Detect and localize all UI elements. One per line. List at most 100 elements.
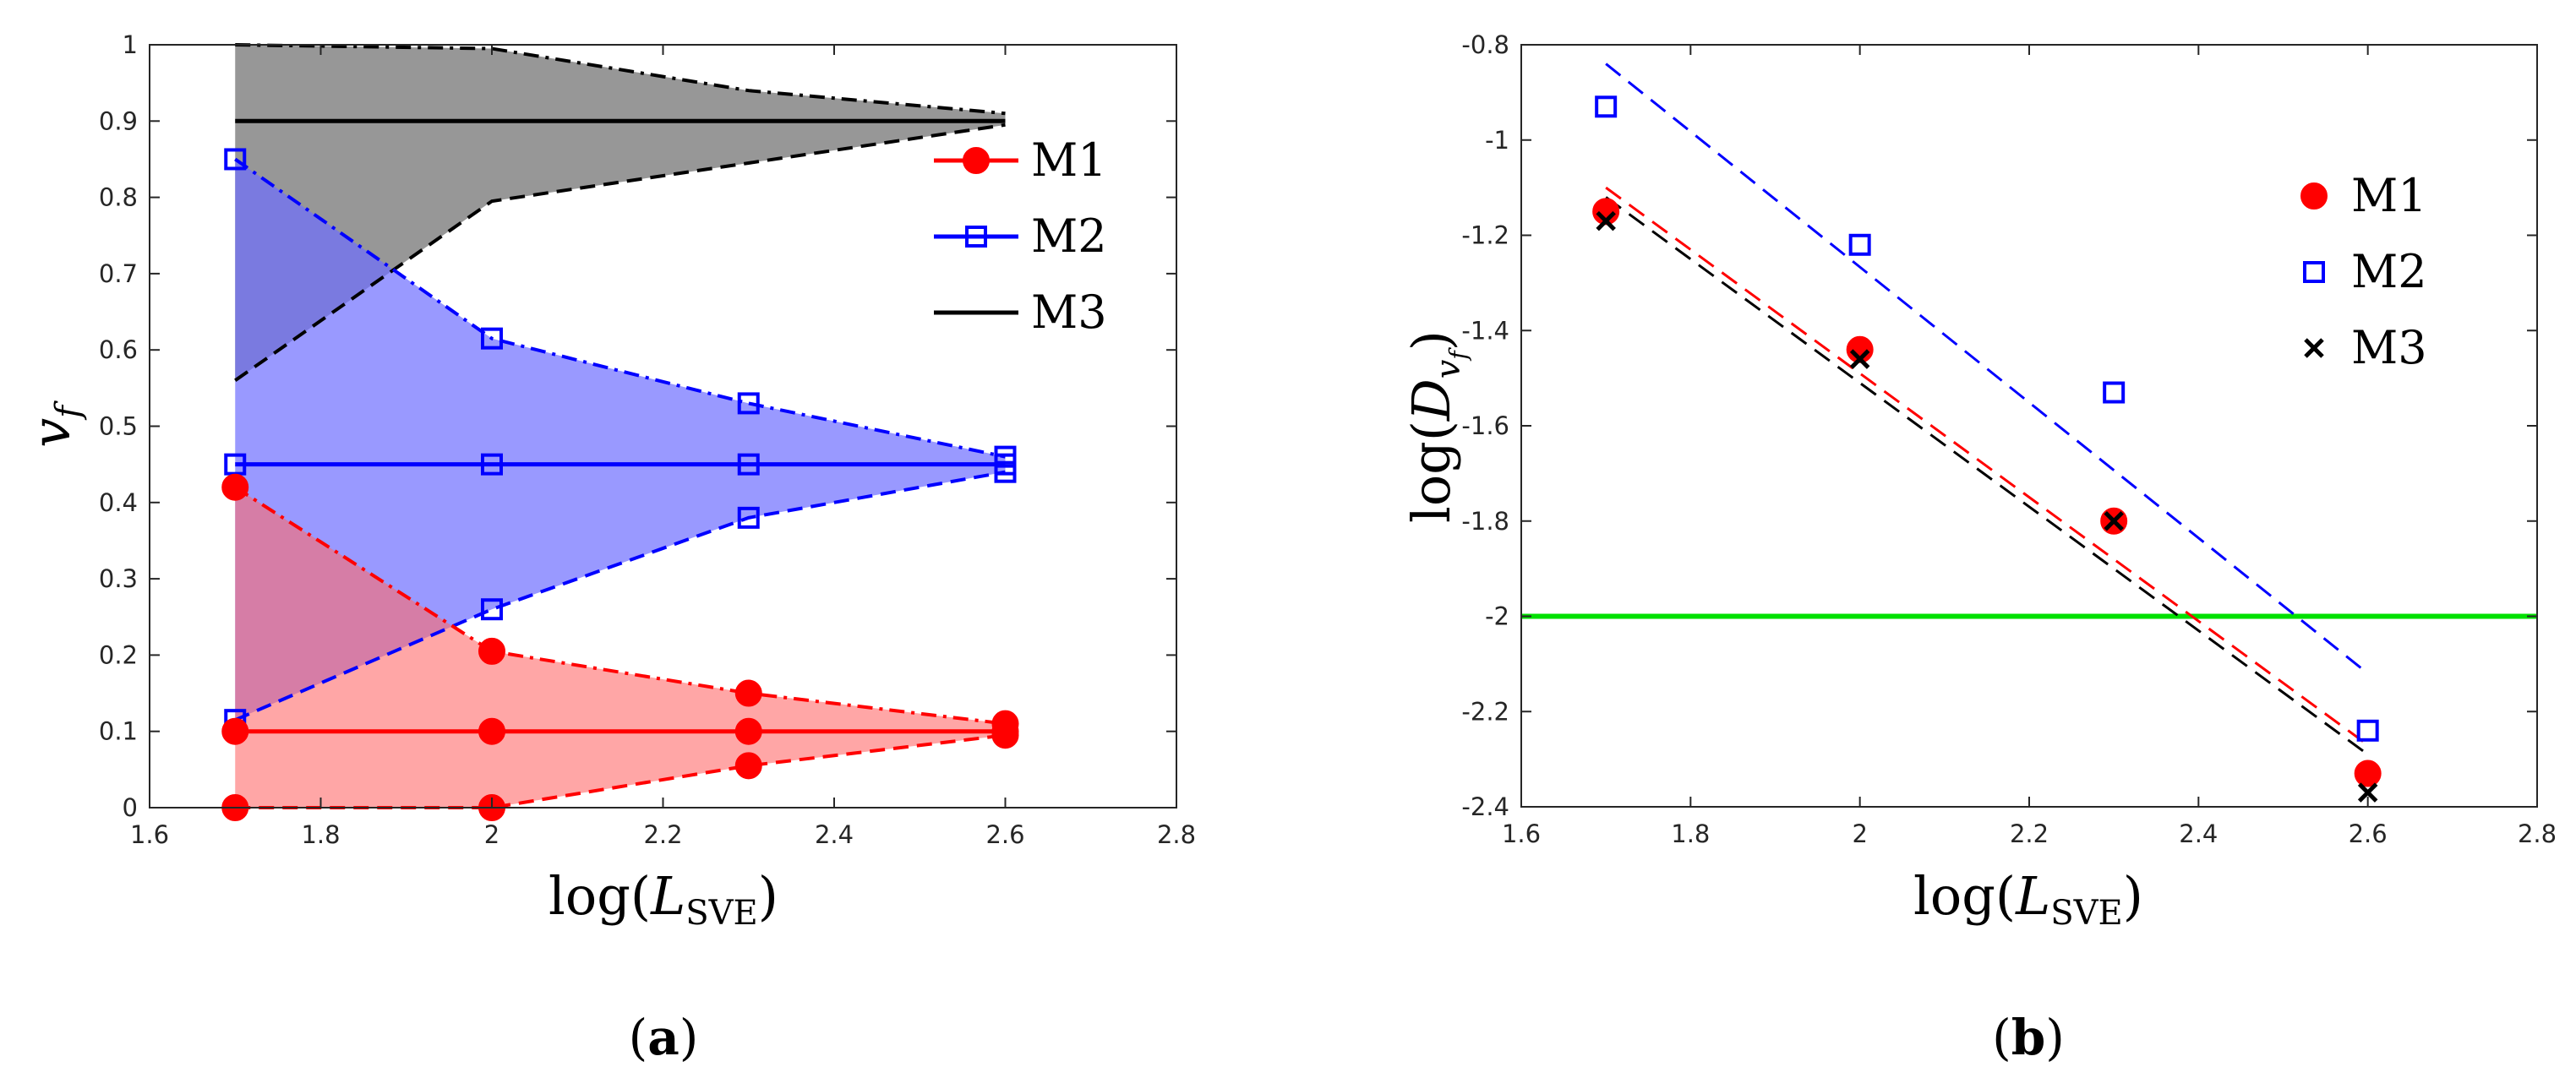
point-upper-m1 [478, 637, 505, 665]
panel-b-x-tick-label: 2.4 [2179, 819, 2218, 848]
legend-label-m1: M1 [1031, 133, 1107, 187]
panel-b-y-axis-label: log(Dvf) [1400, 330, 1472, 523]
panel-b-plot-area [1521, 45, 2537, 807]
point-m3 [2357, 782, 2378, 803]
point-m3 [1596, 210, 1616, 231]
legend-label-m1: M1 [2351, 169, 2427, 222]
panel-b-y-tick-label: -2 [1485, 602, 1509, 631]
panel-b-ticks: 1.6 1.8 2 2.2 2.4 2.6 2.8 -2.4 -2.2 -2 -1.8 -1.6 -1.… [1461, 30, 2557, 848]
point-mean-m1 [734, 717, 762, 745]
panel-b-y-tick-label: -1 [1485, 126, 1509, 155]
lower-line-m2 [234, 470, 1006, 721]
panel-a-ticks: 1.6 1.8 2 2.2 2.4 2.6 2.8 0 0.1 0.2 0.3 0.4 0.5 0.6 0.… [99, 30, 1196, 849]
legend-marker-m1 [2300, 182, 2328, 210]
panel-a-legend: M1 M2 M3 [934, 133, 1107, 339]
band-m1 [235, 487, 1006, 808]
point-upper-m2 [224, 148, 247, 171]
legend-label-m2: M2 [1031, 210, 1107, 263]
panel-b-caption: (b) [1992, 1009, 2065, 1066]
panel-a-y-tick-label: 0.6 [99, 335, 138, 364]
panel-a-y-tick-label: 0.8 [99, 183, 138, 212]
point-m3 [2104, 510, 2124, 531]
point-upper-m2 [994, 445, 1017, 468]
panel-a-lines [234, 43, 1006, 809]
panel-a-y-tick-label: 0 [123, 793, 138, 822]
panel-b-y-tick-label: -2.2 [1461, 697, 1509, 726]
point-mean-m1 [221, 717, 249, 745]
panel-a-x-tick-label: 2 [484, 820, 499, 849]
legend-label-m3: M3 [1031, 286, 1107, 339]
point-lower-m2 [481, 598, 503, 621]
point-m1 [2354, 760, 2382, 787]
panel-a-markers [221, 148, 1019, 821]
point-upper-m1 [734, 679, 762, 707]
legend-marker-m1 [963, 147, 990, 174]
panel-a-y-tick-label: 0.7 [99, 259, 138, 288]
panel-a-y-tick-label: 0.4 [99, 488, 138, 517]
panel-a-y-tick-label: 0.3 [99, 564, 138, 593]
legend-marker-m2 [965, 226, 987, 248]
fit-line-m2 [1605, 63, 2369, 675]
panel-b-x-tick-label: 2 [1852, 819, 1867, 848]
panel-a-x-tick-label: 2.2 [643, 820, 682, 849]
point-lower-m1 [734, 752, 762, 780]
fit-line-m1 [1605, 186, 2369, 746]
panel-a-y-tick-label: 0.5 [99, 412, 138, 441]
point-upper-m1 [221, 473, 249, 501]
point-m3-stroke-2 [2357, 782, 2378, 803]
panel-b-y-tick-label: -2.4 [1461, 792, 1509, 821]
panel-b-legend: M1 M2 M3 [2300, 169, 2427, 374]
legend-marker-m3-stroke-2 [2304, 338, 2324, 358]
panel-a-x-tick-label: 2.4 [815, 820, 854, 849]
point-m3-stroke-2 [1849, 349, 1870, 369]
panel-b-y-tick-label: -1.6 [1461, 411, 1509, 440]
panel-b-x-tick-label: 1.6 [1502, 819, 1541, 848]
point-m3-stroke-2 [1596, 210, 1616, 231]
panel-a-x-axis-label: log(LSVE) [548, 865, 778, 933]
panel-a-bands [235, 45, 1006, 808]
point-mean-m2 [224, 453, 247, 476]
point-m2 [1848, 233, 1871, 256]
panel-a-y-tick-label: 0.9 [99, 106, 138, 135]
point-m2 [1595, 95, 1618, 118]
upper-line-m1 [234, 486, 1006, 726]
point-lower-m1 [991, 721, 1019, 749]
point-upper-m2 [481, 327, 503, 350]
panel-a-caption: (a) [629, 1009, 699, 1066]
panel-a-y-tick-label: 0.2 [99, 640, 138, 669]
point-lower-m2 [994, 460, 1017, 483]
panel-b-y-tick-label: -1.8 [1461, 507, 1509, 536]
panel-a-x-tick-label: 1.8 [301, 820, 340, 849]
panel-b-y-tick-label: -1.4 [1461, 316, 1509, 345]
panel-a-y-tick-label: 1 [123, 30, 138, 59]
point-mean-m2 [737, 453, 760, 476]
panel-b-x-tick-label: 2.2 [2010, 819, 2049, 848]
point-m1 [1592, 198, 1620, 226]
panel-b-fit-lines [1605, 63, 2369, 756]
band-m2 [235, 159, 1006, 721]
point-m1 [1846, 335, 1874, 363]
panel-b-y-tick-label: -0.8 [1461, 30, 1509, 59]
panel-b-x-tick-label: 2.8 [2518, 819, 2557, 848]
point-lower-m2 [737, 506, 760, 529]
panel-a-chart: 1.6 1.8 2 2.2 2.4 2.6 2.8 0 0.1 0.2 0.3 0.4 0.5 0.6 0.… [20, 30, 1196, 1066]
panel-b-markers [1592, 95, 2382, 803]
point-m2 [2103, 381, 2126, 404]
panel-a-x-tick-label: 2.8 [1157, 820, 1196, 849]
point-mean-m2 [481, 453, 503, 476]
legend-marker-m2 [2303, 261, 2325, 283]
point-mean-m1 [478, 717, 505, 745]
panel-b-x-tick-label: 1.8 [1671, 819, 1710, 848]
panel-a-y-tick-label: 0.1 [99, 717, 138, 746]
point-m3-stroke-2 [2104, 510, 2124, 531]
panel-a-x-tick-label: 2.6 [985, 820, 1024, 849]
legend-label-m2: M2 [2351, 245, 2427, 298]
legend-label-m3: M3 [2351, 321, 2427, 374]
panel-b-y-tick-label: -1.2 [1461, 221, 1509, 250]
point-m3 [1849, 349, 1870, 369]
upper-line-m3 [235, 43, 1006, 116]
panel-b-x-axis-label: log(LSVE) [1913, 865, 2143, 933]
fit-line-m3 [1605, 196, 2369, 756]
lower-line-m3 [234, 122, 1006, 382]
